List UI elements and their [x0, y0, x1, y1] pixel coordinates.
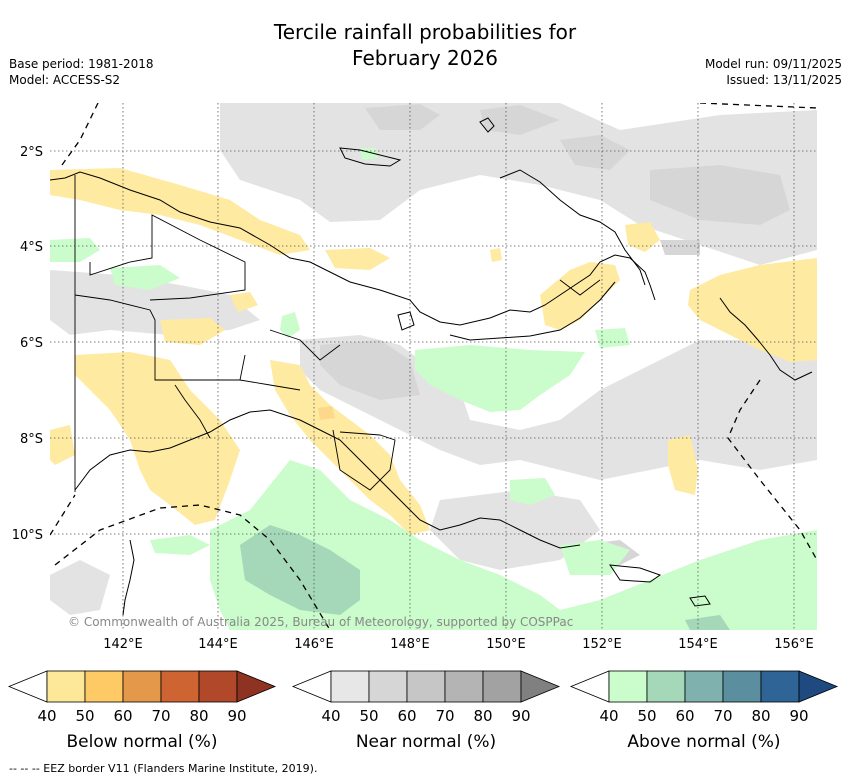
colorbar-segment — [722, 670, 762, 703]
colorbar-tick-label: 90 — [511, 707, 530, 725]
colorbar-segment — [160, 670, 200, 703]
colorbar-label: Above normal (%) — [627, 732, 780, 752]
lon-label-142e: 142°E — [103, 637, 143, 652]
colorbar-segment — [122, 670, 162, 703]
colorbar-under-triangle — [7, 670, 48, 703]
map-area — [50, 103, 817, 630]
colorbar-tick-label: 40 — [37, 707, 56, 725]
colorbar-tick-label: 60 — [113, 707, 132, 725]
colorbar-tick-label: 90 — [789, 707, 808, 725]
colorbar-segment — [608, 670, 648, 703]
colorbar-segment — [684, 670, 724, 703]
colorbar-segment — [84, 670, 124, 703]
model-name: Model: ACCESS-S2 — [9, 73, 121, 87]
near-normal-darker — [320, 104, 790, 570]
lon-label-152e: 152°E — [582, 637, 622, 652]
colorbar-segment — [198, 670, 238, 703]
copyright-text: © Commonwealth of Australia 2025, Bureau… — [68, 615, 573, 629]
colorbar-over-triangle — [520, 670, 561, 703]
colorbar-segment — [46, 670, 86, 703]
colorbar-label: Near normal (%) — [356, 732, 496, 752]
lat-labels: 2°S 4°S 6°S 8°S 10°S — [12, 145, 43, 543]
meta-left: Base period: 1981-2018 Model: ACCESS-S2 — [9, 56, 154, 88]
colorbar-tick-label: 90 — [227, 707, 246, 725]
lon-label-154e: 154°E — [678, 637, 718, 652]
issued-date: Issued: 13/11/2025 — [726, 73, 842, 87]
title-line-1: Tercile rainfall probabilities for — [273, 20, 577, 44]
colorbars: 40 50 60 70 80 90 Below normal (%) 40 50 60 70 80 90… — [7, 670, 839, 752]
colorbar-over-triangle — [236, 670, 277, 703]
colorbar-tick-label: 80 — [189, 707, 208, 725]
colorbar-segment — [482, 670, 522, 703]
above-normal-darker — [240, 525, 730, 630]
colorbar-under-triangle — [291, 670, 332, 703]
lon-label-148e: 148°E — [390, 637, 430, 652]
meta-right: Model run: 09/11/2025 Issued: 13/11/2025 — [705, 56, 842, 88]
colorbar-tick-label: 50 — [75, 707, 94, 725]
map-title: Tercile rainfall probabilities for Febru… — [0, 19, 850, 71]
colorbar-over-triangle — [798, 670, 839, 703]
colorbar-tick-label: 60 — [675, 707, 694, 725]
colorbar-tick-label: 70 — [713, 707, 732, 725]
below-normal-regions — [50, 168, 817, 535]
colorbar-3: 40 50 60 70 80 90 Above normal (%) — [569, 670, 839, 752]
colorbar-segment — [444, 670, 484, 703]
eez-borders — [50, 103, 817, 630]
below-normal-darker — [318, 406, 335, 420]
lat-label-6s: 6°S — [20, 336, 43, 351]
colorbar-segment — [330, 670, 370, 703]
colorbar-tick-label: 70 — [151, 707, 170, 725]
colorbar-under-triangle — [569, 670, 610, 703]
title-line-2: February 2026 — [352, 46, 498, 70]
colorbar-tick-label: 40 — [599, 707, 618, 725]
lat-label-10s: 10°S — [12, 528, 43, 543]
lon-label-146e: 146°E — [294, 637, 334, 652]
colorbar-tick-label: 40 — [321, 707, 340, 725]
lon-label-150e: 150°E — [486, 637, 526, 652]
colorbar-tick-label: 70 — [435, 707, 454, 725]
model-run: Model run: 09/11/2025 — [704, 57, 842, 71]
colorbar-tick-label: 80 — [751, 707, 770, 725]
province-borders — [74, 175, 601, 492]
colorbar-segment — [368, 670, 408, 703]
colorbar-tick-label: 50 — [637, 707, 656, 725]
lon-label-144e: 144°E — [198, 637, 238, 652]
colorbar-tick-label: 80 — [473, 707, 492, 725]
colorbar-segment — [646, 670, 686, 703]
colorbar-label: Below normal (%) — [67, 732, 218, 752]
colorbar-2: 40 50 60 70 80 90 Near normal (%) — [291, 670, 561, 752]
lat-label-8s: 8°S — [20, 432, 43, 447]
lon-label-156e: 156°E — [774, 637, 814, 652]
colorbar-segment — [760, 670, 800, 703]
eez-footer: -- -- -- EEZ border V11 (Flanders Marine… — [9, 762, 318, 775]
colorbar-tick-label: 60 — [397, 707, 416, 725]
above-normal-regions — [50, 148, 817, 630]
colorbar-1: 40 50 60 70 80 90 Below normal (%) — [7, 670, 277, 752]
lat-label-2s: 2°S — [20, 145, 43, 160]
colorbar-tick-label: 50 — [359, 707, 378, 725]
lon-labels: 142°E 144°E 146°E 148°E 150°E 152°E 154°… — [103, 637, 814, 652]
colorbar-segment — [406, 670, 446, 703]
base-period: Base period: 1981-2018 — [9, 57, 154, 71]
coastlines — [50, 117, 813, 616]
lat-label-4s: 4°S — [20, 240, 43, 255]
